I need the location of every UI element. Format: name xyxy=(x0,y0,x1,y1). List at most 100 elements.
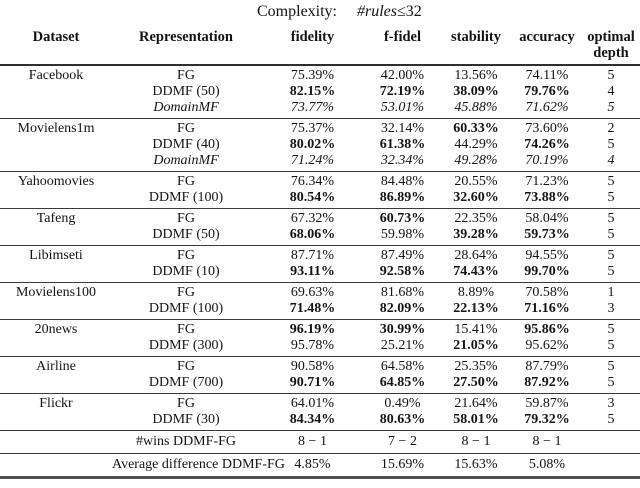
column-header-dataset: Dataset xyxy=(32,29,80,45)
optimal-depth-value: 3 xyxy=(607,396,615,411)
avg-diff-label: Average difference DDMF-FG xyxy=(112,457,285,472)
accuracy-value: 87.79% xyxy=(525,359,569,374)
column-header-representation: Representation xyxy=(139,29,233,45)
wins-accuracy-value: 8 − 1 xyxy=(532,434,562,449)
dataset-name: Libimseti xyxy=(29,248,83,263)
stability-value: 15.41% xyxy=(454,322,498,337)
fidelity-value: 87.71% xyxy=(290,248,335,263)
column-header-f-fidel: f-fidel xyxy=(383,29,422,45)
dataset-name xyxy=(0,190,112,206)
column-header-fidelity: fidelity xyxy=(290,29,335,45)
stability-value: 13.56% xyxy=(454,68,498,83)
representation-name: DDMF (30) xyxy=(152,412,220,427)
table-body: Facebook FG 75.39% 42.00% 13.56% 74.11% 5 DDMF … xyxy=(0,66,640,431)
table-row: DDMF (40) 80.02% 61.38% 44.29% 74.26% 5 xyxy=(0,137,640,153)
optimal-depth-value: 5 xyxy=(607,174,615,189)
avg-diff-fidelity-value: 4.85% xyxy=(294,457,331,472)
stability-value: 44.29% xyxy=(454,137,498,152)
table-row: DDMF (50) 82.15% 72.19% 38.09% 79.76% 4 xyxy=(0,84,640,100)
optimal-depth-value: 5 xyxy=(607,137,615,152)
summary-row-wins: #wins DDMF-FG 8 − 1 7 − 2 8 − 1 8 − 1 xyxy=(0,431,640,454)
dataset-group: Movielens100 FG 69.63% 81.68% 8.89% 70.58% 1 DD… xyxy=(0,283,640,320)
table-row: DDMF (10) 93.11% 92.58% 74.43% 99.70% 5 xyxy=(0,264,640,280)
dataset-name: 20news xyxy=(34,322,78,337)
representation-name: DDMF (700) xyxy=(148,375,224,390)
stability-value: 20.55% xyxy=(454,174,498,189)
stability-value: 22.13% xyxy=(453,301,499,316)
fidelity-value: 73.77% xyxy=(290,100,335,115)
stability-value: 28.64% xyxy=(454,248,498,263)
f-fidel-value: 60.73% xyxy=(379,211,426,226)
stability-value: 21.05% xyxy=(453,338,499,353)
fidelity-value: 75.39% xyxy=(290,68,335,83)
dataset-name: Yahoomovies xyxy=(17,174,95,189)
wins-fidelity-value: 8 − 1 xyxy=(298,434,327,449)
stability-value: 49.28% xyxy=(454,153,498,168)
f-fidel-value: 32.34% xyxy=(380,153,425,168)
fidelity-value: 69.63% xyxy=(290,285,335,300)
accuracy-value: 73.88% xyxy=(524,190,570,205)
fidelity-value: 68.06% xyxy=(289,227,336,242)
fidelity-value: 84.34% xyxy=(289,412,336,427)
stability-value: 38.09% xyxy=(453,84,499,99)
stability-value: 74.43% xyxy=(453,264,499,279)
table-row: DDMF (30) 84.34% 80.63% 58.01% 79.32% 5 xyxy=(0,412,640,428)
dataset-name: Facebook xyxy=(28,68,84,83)
optimal-depth-value: 5 xyxy=(607,375,615,390)
fidelity-value: 90.58% xyxy=(290,359,335,374)
dataset-name xyxy=(0,301,112,317)
dataset-group: 20news FG 96.19% 30.99% 15.41% 95.86% 5 DDMF (3… xyxy=(0,320,640,357)
dataset-name xyxy=(0,153,112,169)
representation-name: DDMF (100) xyxy=(148,190,224,205)
f-fidel-value: 0.49% xyxy=(384,396,421,411)
table-row: DDMF (700) 90.71% 64.85% 27.50% 87.92% 5 xyxy=(0,375,640,391)
dataset-name xyxy=(0,264,112,280)
f-fidel-value: 59.98% xyxy=(380,227,425,242)
table-row: DomainMF 71.24% 32.34% 49.28% 70.19% 4 xyxy=(0,153,640,169)
table-row: DDMF (50) 68.06% 59.98% 39.28% 59.73% 5 xyxy=(0,227,640,243)
stability-value: 25.35% xyxy=(454,359,498,374)
accuracy-value: 71.16% xyxy=(524,301,570,316)
summary-row-average-difference: Average difference DDMF-FG 4.85% 15.69% … xyxy=(0,454,640,479)
dataset-name xyxy=(0,100,112,116)
formula-relation: ≤32 xyxy=(397,3,422,20)
representation-name: FG xyxy=(177,68,195,83)
fidelity-value: 71.24% xyxy=(290,153,335,168)
table-row: DDMF (100) 80.54% 86.89% 32.60% 73.88% 5 xyxy=(0,190,640,206)
stability-value: 58.01% xyxy=(453,412,499,427)
dataset-group: Yahoomovies FG 76.34% 84.48% 20.55% 71.23% 5 DD… xyxy=(0,172,640,209)
f-fidel-value: 84.48% xyxy=(380,174,425,189)
table-row: Airline FG 90.58% 64.58% 25.35% 87.79% 5 xyxy=(0,359,640,375)
complexity-formula: #rules≤32 xyxy=(357,3,422,21)
representation-name: DDMF (10) xyxy=(152,264,220,279)
dataset-name xyxy=(0,137,112,153)
representation-name: FG xyxy=(177,285,195,300)
optimal-depth-value: 5 xyxy=(607,190,615,205)
accuracy-value: 73.60% xyxy=(525,121,569,136)
optimal-depth-value: 5 xyxy=(607,68,615,83)
accuracy-value: 74.26% xyxy=(524,137,570,152)
fidelity-value: 75.37% xyxy=(290,121,335,136)
representation-name: DomainMF xyxy=(153,153,219,168)
representation-name: FG xyxy=(177,359,195,374)
table-row: Tafeng FG 67.32% 60.73% 22.35% 58.04% 5 xyxy=(0,211,640,227)
summary-wins-label: #wins DDMF-FG xyxy=(136,434,236,449)
optimal-depth-value: 4 xyxy=(607,84,615,99)
fidelity-value: 76.34% xyxy=(290,174,335,189)
accuracy-value: 79.76% xyxy=(524,84,570,99)
accuracy-value: 71.23% xyxy=(525,174,569,189)
f-fidel-value: 81.68% xyxy=(380,285,425,300)
optimal-depth-value: 5 xyxy=(607,248,615,263)
dataset-group: Flickr FG 64.01% 0.49% 21.64% 59.87% 3 DDMF (30… xyxy=(0,394,640,431)
f-fidel-value: 25.21% xyxy=(380,338,425,353)
optimal-depth-value: 3 xyxy=(607,301,615,316)
complexity-caption: Complexity: #rules≤32 xyxy=(0,0,640,22)
f-fidel-value: 72.19% xyxy=(379,84,426,99)
dataset-name: Tafeng xyxy=(36,211,76,226)
representation-name: DDMF (40) xyxy=(152,137,220,152)
dataset-group: Libimseti FG 87.71% 87.49% 28.64% 94.55% 5 DDMF… xyxy=(0,246,640,283)
f-fidel-value: 64.85% xyxy=(379,375,426,390)
accuracy-value: 71.62% xyxy=(525,100,569,115)
dataset-name: Flickr xyxy=(39,396,73,411)
